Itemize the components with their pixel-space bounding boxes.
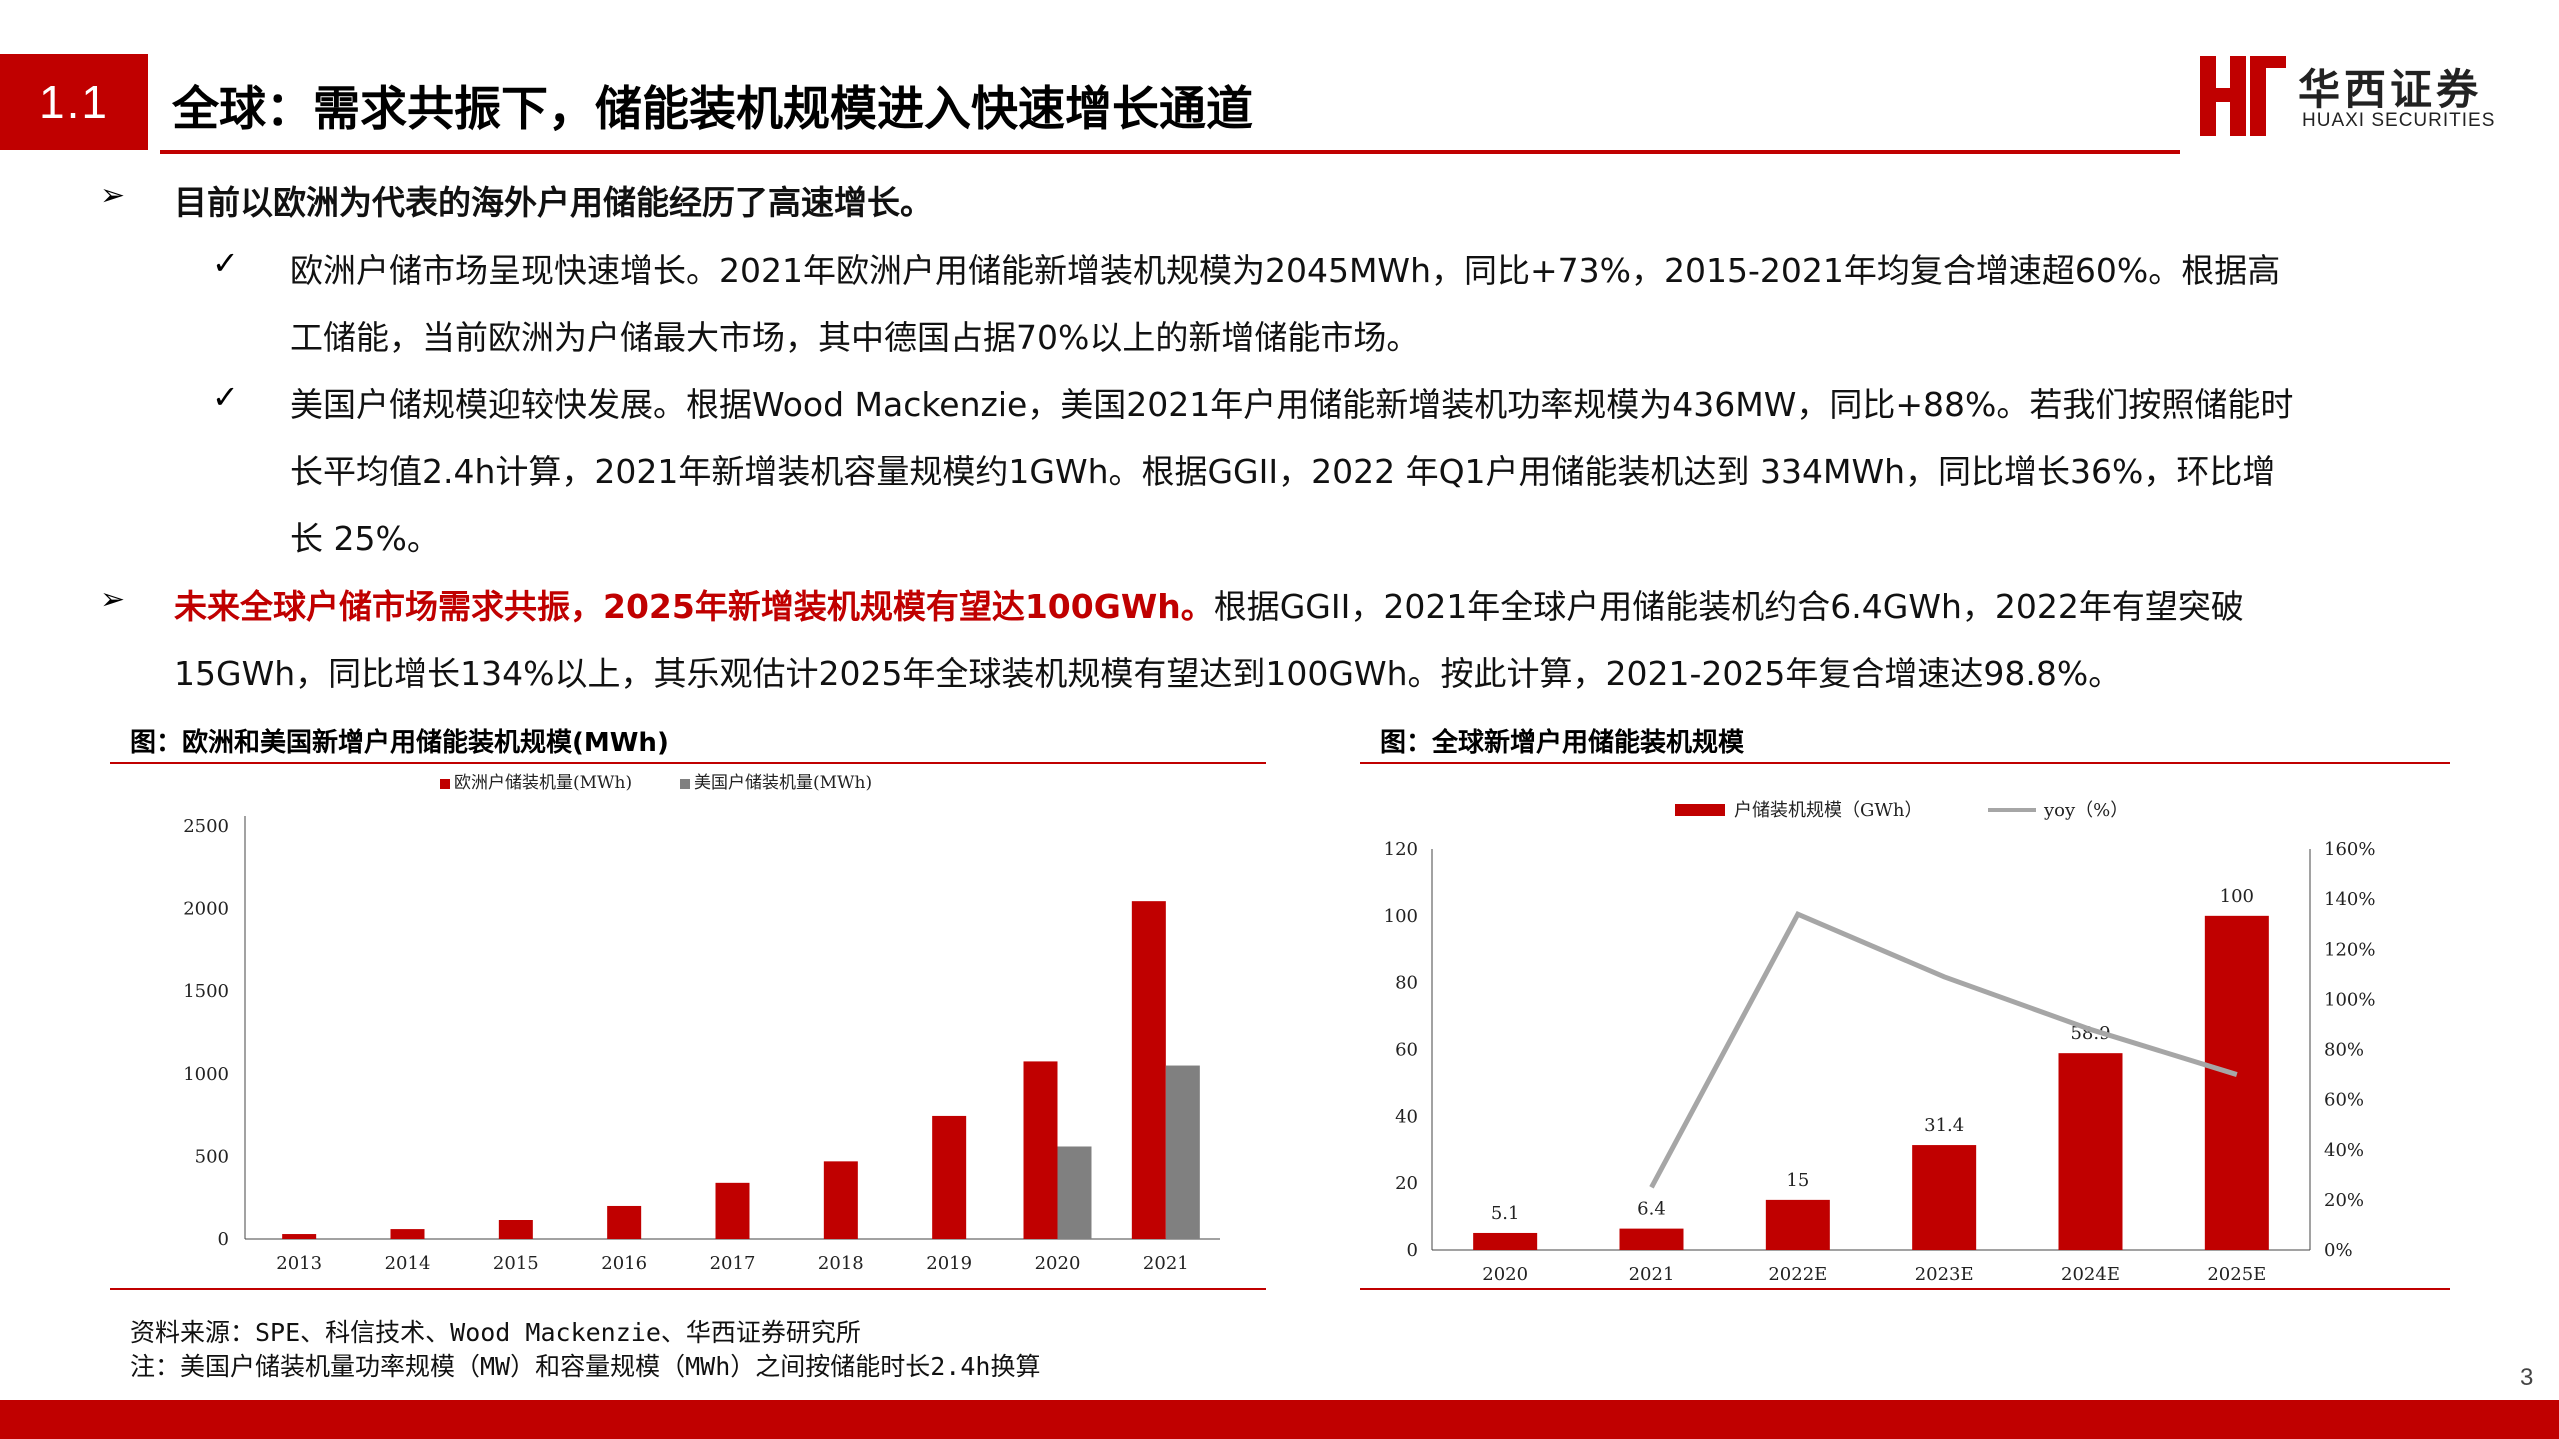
bar	[282, 1234, 317, 1239]
caption-divider	[1360, 762, 2450, 764]
data-label: 6.4	[1637, 1199, 1666, 1220]
y-tick-label-right: 140%	[2324, 889, 2375, 910]
bullet-arrow-icon: ➢	[100, 582, 126, 617]
bar	[1057, 1146, 1092, 1239]
footer-bar	[0, 1400, 2559, 1439]
chart-right: 户储装机规模（GWh） yoy（%） 0 20 40 60 80 100 120 0% 20% 40%…	[1384, 800, 2376, 1285]
bullet-2-line-1: 未来全球户储市场需求共振，2025年新增装机规模有望达100GWh。根据GGII…	[174, 580, 2244, 628]
bar	[1023, 1061, 1058, 1239]
y-tick-label-right: 20%	[2324, 1190, 2364, 1211]
legend-label: 美国户储装机量(MWh)	[694, 773, 872, 793]
y-tick-label-right: 40%	[2324, 1140, 2364, 1161]
y-tick-label-right: 160%	[2324, 839, 2375, 860]
bar	[390, 1229, 425, 1239]
data-label: 100	[2220, 886, 2254, 907]
bullet-arrow-icon: ➢	[100, 178, 126, 213]
legend-label: yoy（%）	[2043, 800, 2128, 821]
x-tick-label: 2017	[710, 1253, 756, 1274]
data-label: 31.4	[1924, 1115, 1964, 1136]
bullet-2-rest: 根据GGII，2021年全球户用储能装机约合6.4GWh，2022年有望突破	[1213, 587, 2244, 626]
bar	[1473, 1232, 1538, 1250]
bar	[498, 1220, 533, 1239]
bar	[1765, 1199, 1830, 1250]
huaxi-logo-icon	[2200, 56, 2286, 136]
x-tick-label: 2022E	[1768, 1264, 1827, 1285]
chart-right-caption: 图：全球新增户用储能装机规模	[1380, 728, 1745, 758]
bar	[1912, 1145, 1977, 1250]
y-tick-label: 2500	[183, 816, 229, 837]
y-tick-label-left: 100	[1384, 906, 1418, 927]
y-tick-label: 2000	[183, 899, 229, 920]
y-tick-label-left: 60	[1395, 1040, 1418, 1061]
legend-swatch	[440, 779, 450, 789]
bar	[2204, 915, 2269, 1250]
data-label: 5.1	[1491, 1203, 1520, 1224]
y-tick-label-right: 0%	[2324, 1240, 2353, 1261]
chart-left-caption: 图：欧洲和美国新增户用储能装机规模(MWh)	[130, 728, 669, 758]
y-tick-label-left: 20	[1395, 1173, 1418, 1194]
bar	[2058, 1053, 2123, 1250]
x-tick-label: 2016	[601, 1253, 647, 1274]
y-tick-label-left: 0	[1407, 1240, 1418, 1261]
x-tick-label: 2014	[385, 1253, 431, 1274]
bar	[1131, 901, 1166, 1239]
bar	[1165, 1065, 1200, 1239]
x-tick-label: 2021	[1629, 1264, 1675, 1285]
x-tick-label: 2020	[1035, 1253, 1081, 1274]
chart-left: 欧洲户储装机量(MWh) 美国户储装机量(MWh) 0 500 1000 1500 2000…	[183, 773, 1220, 1274]
check-icon: ✓	[212, 244, 239, 282]
bar	[932, 1115, 967, 1239]
bullet-1-sub-1-line-1: 欧洲户储市场呈现快速增长。2021年欧洲户用储能新增装机规模为2045MWh，同…	[290, 251, 2281, 290]
legend-label: 户储装机规模（GWh）	[1734, 800, 1922, 821]
data-label: 15	[1786, 1170, 1809, 1191]
title-bar	[160, 54, 2180, 154]
y-tick-label: 0	[218, 1229, 229, 1250]
yoy-line	[1649, 910, 2238, 1189]
legend-label: 欧洲户储装机量(MWh)	[454, 773, 632, 793]
page-number: 3	[2520, 1364, 2534, 1391]
footnote: 注：美国户储装机量功率规模（MW）和容量规模（MWh）之间按储能时长2.4h换算	[130, 1352, 1041, 1381]
chart-bottom-divider	[1360, 1288, 2450, 1290]
y-tick-label-left: 120	[1384, 839, 1418, 860]
bullet-1-sub-2-line-3: 长 25%。	[290, 519, 440, 558]
x-tick-label: 2024E	[2061, 1264, 2120, 1285]
caption-divider	[110, 762, 1266, 764]
x-tick-label: 2019	[926, 1253, 972, 1274]
y-tick-label-right: 80%	[2324, 1040, 2364, 1061]
bar	[1619, 1228, 1684, 1250]
x-tick-label: 2025E	[2207, 1264, 2266, 1285]
bullet-1-sub-1-line-2: 工储能，当前欧洲为户储最大市场，其中德国占据70%以上的新增储能市场。	[290, 318, 1420, 357]
y-tick-label: 500	[195, 1146, 229, 1167]
check-icon: ✓	[212, 378, 239, 416]
bullet-2-highlight: 未来全球户储市场需求共振，2025年新增装机规模有望达100GWh。	[174, 587, 1214, 626]
x-tick-label: 2023E	[1915, 1264, 1974, 1285]
y-tick-label-right: 120%	[2324, 939, 2375, 960]
x-tick-label: 2013	[276, 1253, 322, 1274]
bullet-1-sub-2-line-2: 长平均值2.4h计算，2021年新增装机容量规模约1GWh。根据GGII，202…	[290, 452, 2276, 491]
legend-swatch	[1675, 804, 1725, 816]
bullet-2-line-2: 15GWh，同比增长134%以上，其乐观估计2025年全球装机规模有望达到100…	[174, 654, 2122, 693]
y-tick-label-right: 100%	[2324, 989, 2375, 1010]
y-tick-label: 1000	[183, 1064, 229, 1085]
chart-bottom-divider	[110, 1288, 1266, 1290]
source-note: 资料来源：SPE、科信技术、Wood Mackenzie、华西证券研究所	[130, 1318, 861, 1347]
bullet-1-title: 目前以欧洲为代表的海外户用储能经历了高速增长。	[174, 183, 933, 222]
y-tick-label: 1500	[183, 981, 229, 1002]
x-tick-label: 2018	[818, 1253, 864, 1274]
logo-text-cn: 华西证券	[2298, 65, 2483, 114]
section-number: 1.1	[0, 54, 148, 150]
logo-text-en: HUAXI SECURITIES	[2302, 110, 2496, 131]
bar	[715, 1182, 750, 1239]
y-tick-label-right: 60%	[2324, 1090, 2364, 1111]
y-tick-label-left: 40	[1395, 1106, 1418, 1127]
page-title: 全球：需求共振下，储能装机规模进入快速增长通道	[172, 82, 1253, 137]
x-tick-label: 2021	[1143, 1253, 1189, 1274]
x-tick-label: 2015	[493, 1253, 539, 1274]
x-tick-label: 2020	[1482, 1264, 1528, 1285]
legend-swatch	[680, 779, 690, 789]
bullet-1-sub-2-line-1: 美国户储规模迎较快发展。根据Wood Mackenzie，美国2021年户用储能…	[290, 385, 2294, 424]
bar	[607, 1205, 642, 1239]
bar	[823, 1161, 858, 1239]
y-tick-label-left: 80	[1395, 973, 1418, 994]
